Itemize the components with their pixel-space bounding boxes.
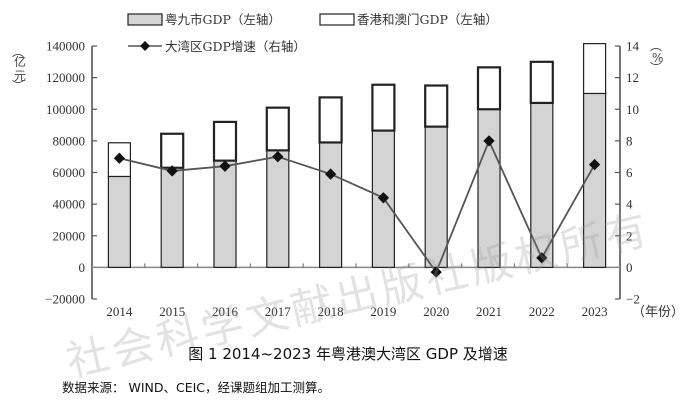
right-tick-label: 6: [626, 165, 633, 180]
legend: 粤九市GDP（左轴） 香港和澳门GDP（左轴） 大湾区GDP增速（右轴）: [127, 12, 498, 54]
legend-swatch-guangdong: [127, 13, 163, 26]
right-tick-label: 10: [626, 102, 639, 117]
bar-hkmacau-2022: [529, 60, 554, 105]
left-axis-unit-yuan: 元: [14, 69, 26, 83]
x-tick-label: 2015: [159, 304, 185, 319]
legend-label-growth: 大湾区GDP增速（右轴）: [165, 39, 306, 54]
x-tick-label: 2017: [265, 304, 292, 319]
x-tick-label: 2018: [318, 304, 344, 319]
left-tick-label: 60000: [53, 165, 86, 180]
x-tick-label: 2020: [423, 304, 449, 319]
legend-label-guangdong: 粤九市GDP（左轴）: [165, 12, 281, 27]
x-tick-label: 2016: [212, 304, 239, 319]
right-axis-unit-percent: %: [652, 51, 663, 65]
left-tick-label: 40000: [53, 197, 86, 212]
x-tick-label: 2022: [529, 304, 555, 319]
right-axis-unit-close: ︶: [650, 61, 662, 75]
right-tick-label: 8: [626, 133, 633, 148]
growth-polyline: [119, 138, 596, 274]
x-axis-labels: 2014 2015 2016 2017 2018 2019 2020 2021 2022 2023: [106, 304, 607, 319]
x-tick-label: 2023: [582, 304, 608, 319]
x-tick-label: 2019: [370, 304, 396, 319]
left-tick-label: 20000: [53, 228, 86, 243]
growth-line: [113, 135, 601, 278]
bar-guangdong-2016: [213, 160, 237, 268]
bar-hkmacau-2016: [212, 120, 238, 162]
right-tick-label: 2: [626, 228, 633, 243]
legend-swatch-hkmacau: [319, 13, 355, 26]
left-axis-unit-yi: 亿: [14, 54, 26, 69]
x-axis-unit-label: （年份）: [632, 304, 684, 319]
x-tick-label: 2021: [476, 304, 502, 319]
left-tick-label: 80000: [53, 133, 86, 148]
data-source-note: 数据来源： WIND、CEIC，经课题组加工测算。: [62, 380, 331, 395]
right-axis-unit-open: ︵: [650, 39, 662, 53]
left-tick-label: 140000: [46, 39, 85, 54]
left-tick-label: 0: [79, 260, 86, 275]
growth-point-2021: [483, 135, 495, 147]
bar-hkmacau-2021: [476, 66, 502, 111]
growth-point-2019: [377, 192, 390, 204]
bar-guangdong-2015: [160, 167, 184, 268]
bar-hkmacau-2015: [160, 132, 185, 169]
bar-hkmacau-2023: [582, 43, 607, 95]
figure-caption: 图 1 2014~2023 年粤港澳大湾区 GDP 及增速: [188, 345, 508, 363]
right-tick-label: 4: [626, 197, 633, 212]
bar-hkmacau-2018: [318, 96, 343, 144]
right-tick-label: 14: [626, 39, 640, 54]
growth-point-2022: [536, 252, 548, 264]
bar-hkmacau-2020: [424, 84, 449, 128]
growth-point-2018: [324, 168, 337, 180]
right-tick-label: −2: [626, 292, 640, 307]
legend-marker-growth: [140, 41, 150, 51]
bar-guangdong-2018: [319, 141, 343, 268]
growth-point-2020: [430, 266, 442, 278]
left-axis-unit-close: ︶: [12, 79, 24, 93]
bar-guangdong-2014: [107, 175, 132, 268]
left-tick-label: −20000: [45, 292, 85, 307]
bar-guangdong-2017: [266, 149, 290, 268]
bars: [107, 43, 607, 268]
growth-point-2016: [219, 160, 231, 172]
growth-point-2015: [166, 165, 178, 177]
left-tick-label: 120000: [46, 70, 85, 85]
left-axis-unit-open: ︵: [12, 45, 24, 59]
growth-point-2017: [272, 151, 284, 163]
legend-label-hkmacau: 香港和澳门GDP（左轴）: [357, 12, 498, 27]
chart: 粤九市GDP（左轴） 香港和澳门GDP（左轴） 大湾区GDP增速（右轴） ︵ 亿…: [12, 12, 684, 319]
bar-hkmacau-2019: [371, 83, 396, 132]
left-tick-label: 100000: [46, 102, 85, 117]
right-tick-label: 0: [626, 260, 633, 275]
x-tick-label: 2014: [106, 304, 133, 319]
right-tick-label: 12: [626, 70, 639, 85]
growth-point-2023: [588, 158, 601, 171]
bar-hkmacau-2017: [265, 106, 290, 152]
